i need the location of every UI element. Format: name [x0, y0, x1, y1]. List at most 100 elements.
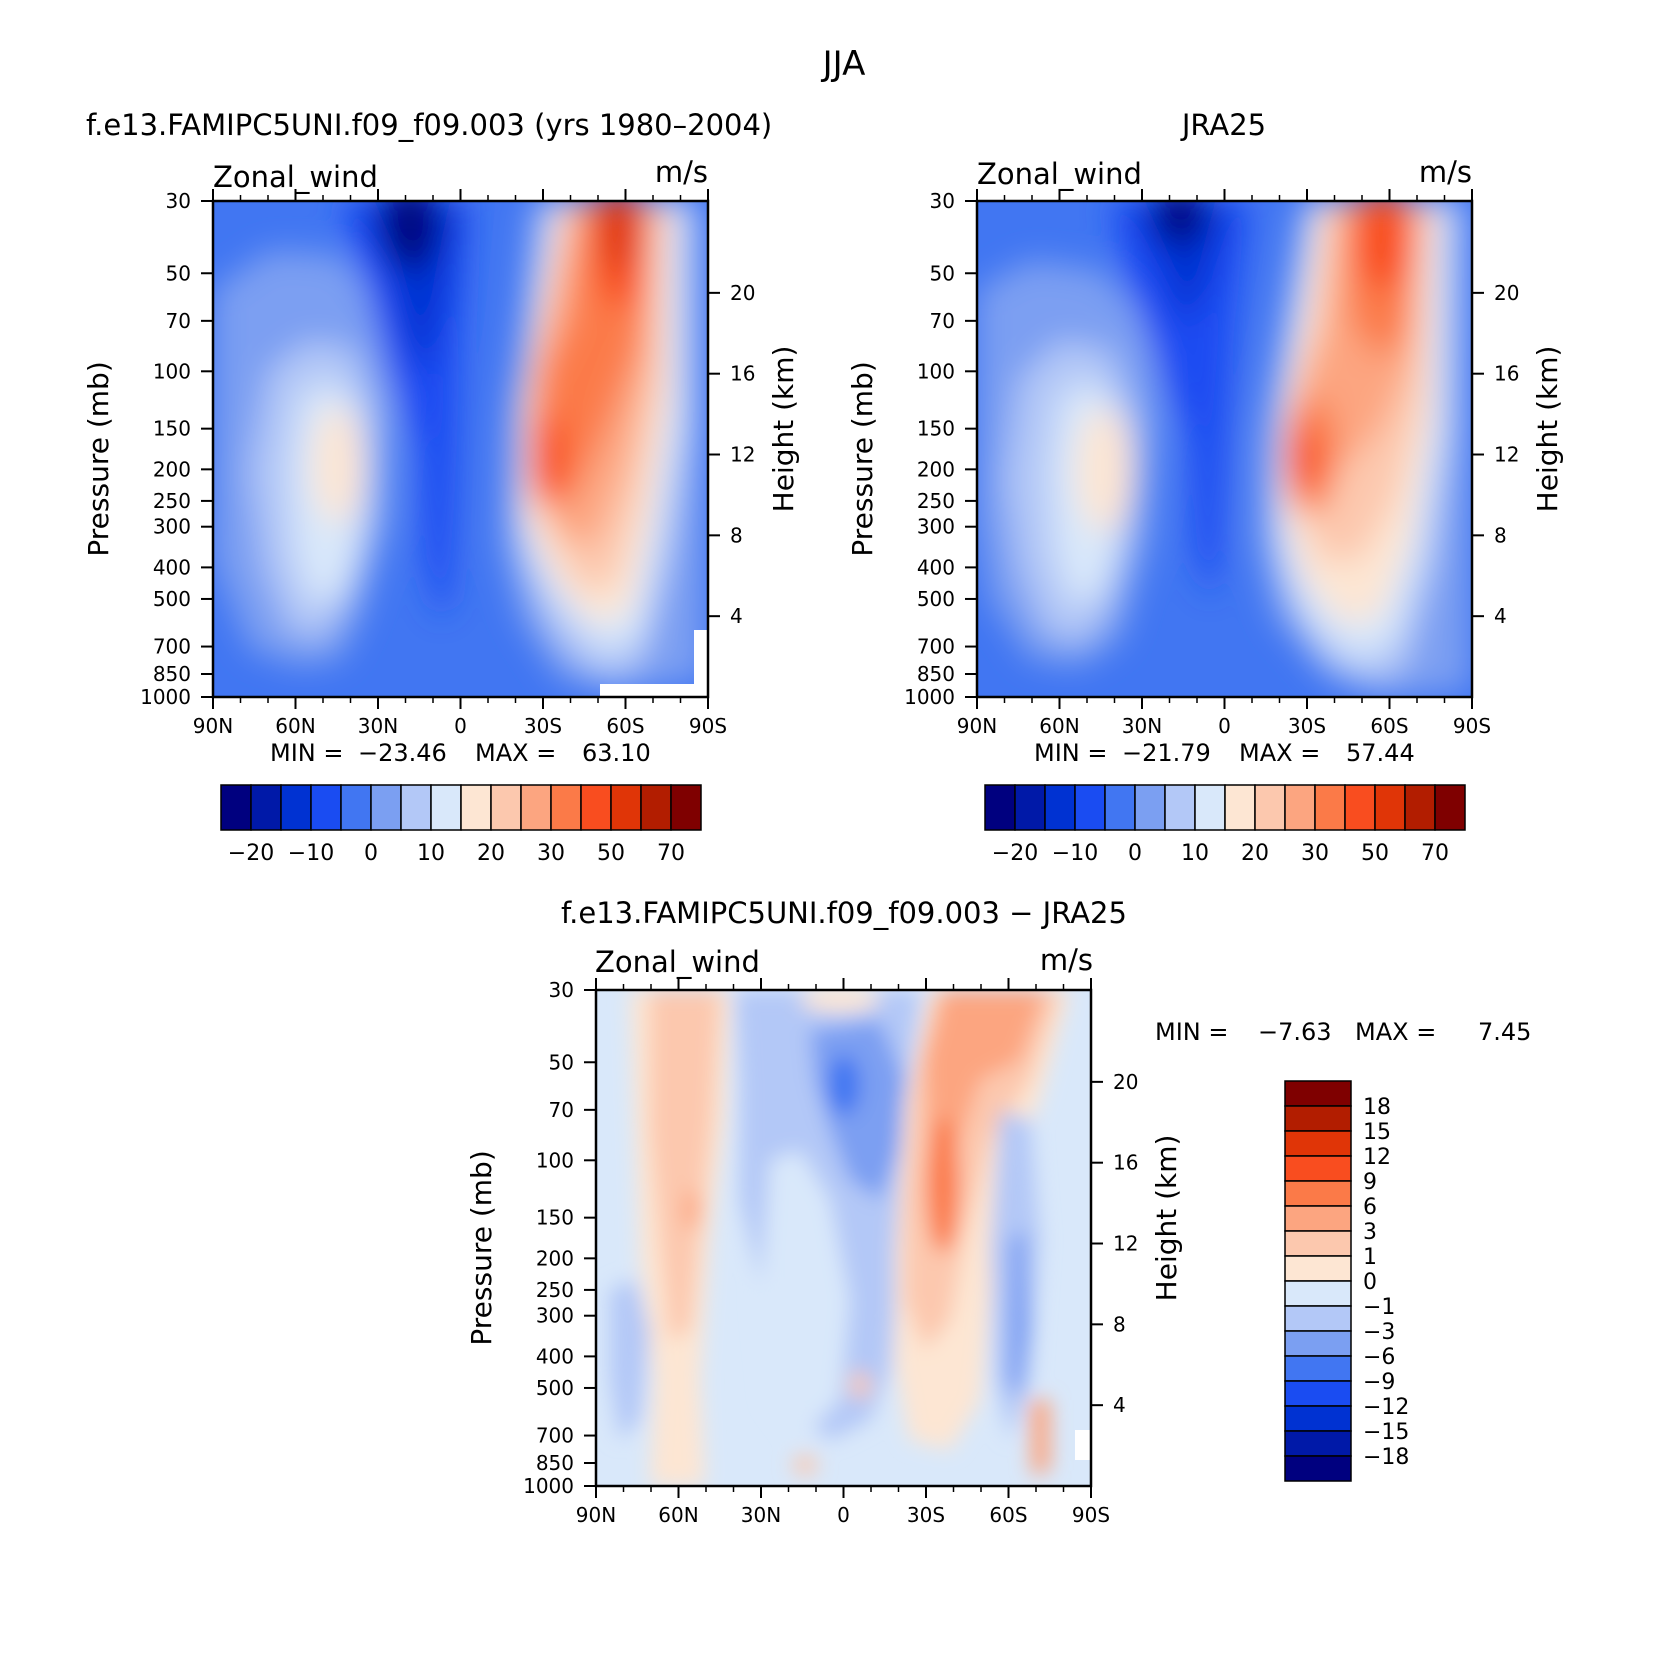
variable-label: Zonal_wind	[595, 945, 760, 979]
colorbar-box	[1374, 784, 1406, 831]
y-tick-label: 100	[917, 359, 955, 383]
min-label: MIN =	[1155, 1018, 1228, 1046]
colorbar-box	[1254, 784, 1286, 831]
colorbar-box	[1074, 784, 1106, 831]
y-tick-label: 250	[536, 1278, 574, 1302]
region-weak-westerly	[1077, 408, 1133, 532]
colorbar-label: −20	[228, 841, 274, 866]
region-positive-band-60n-inner	[650, 990, 720, 1340]
y-tick-label: 30	[930, 189, 955, 213]
colorbar-box	[520, 784, 552, 831]
colorbar-label: 50	[597, 841, 625, 866]
panel-obs: JRA25 Zonal_wind m/s	[846, 108, 1564, 866]
y-tick-label: 300	[917, 515, 955, 539]
x-tick-label: 30N	[741, 1503, 781, 1527]
region-easterly	[1110, 201, 1250, 600]
colorbar-label: 15	[1363, 1120, 1391, 1145]
y-tick-label: 850	[536, 1451, 574, 1475]
y-tick-label: 250	[917, 489, 955, 513]
units-label: m/s	[655, 155, 708, 189]
y2-tick-label: 12	[730, 443, 755, 467]
colorbar-label: 30	[1301, 841, 1329, 866]
colorbar-box	[1284, 1255, 1352, 1282]
y-tick-label: 400	[153, 555, 191, 579]
colorbar-box	[460, 784, 492, 831]
colorbar-label: 50	[1361, 841, 1389, 866]
x-tick-label: 0	[1218, 714, 1231, 738]
x-tick-label: 60N	[658, 1503, 698, 1527]
max-value: 7.45	[1478, 1018, 1531, 1046]
region-jet-core-upper	[1355, 201, 1411, 290]
y-tick-label: 500	[153, 587, 191, 611]
region-easterly-core	[382, 201, 438, 270]
colorbar-box	[1224, 784, 1256, 831]
region-positive-top	[800, 990, 880, 1012]
x-tick-label: 60N	[275, 714, 315, 738]
colorbar: −20 −10 0 10 20 30 50 70	[984, 784, 1466, 866]
colorbar-box	[430, 784, 462, 831]
y-tick-label: 400	[917, 555, 955, 579]
colorbar-box	[1284, 1380, 1352, 1407]
colorbar-label: −9	[1363, 1370, 1395, 1395]
colorbar-label: 30	[537, 841, 565, 866]
y-tick-label: 500	[536, 1376, 574, 1400]
x-tick-label: 60S	[989, 1503, 1027, 1527]
colorbar-box	[370, 784, 402, 831]
region-jet-core-upper	[598, 201, 642, 270]
y-tick-label: 150	[536, 1206, 574, 1230]
y2-tick-label: 8	[1113, 1312, 1126, 1336]
colorbar-box	[670, 784, 702, 831]
colorbar-box	[1404, 784, 1436, 831]
colorbar-box	[1194, 784, 1226, 831]
y2-tick-label: 16	[1113, 1151, 1138, 1175]
colorbar-label: 18	[1363, 1095, 1391, 1120]
y-axis-label: Pressure (mb)	[465, 1150, 498, 1345]
y2-axis-label: Height (km)	[767, 346, 800, 513]
y2-tick-label: 8	[730, 523, 743, 547]
region-near-zero-tropics	[760, 1150, 850, 1440]
y-tick-label: 300	[153, 515, 191, 539]
colorbar-box	[400, 784, 432, 831]
x-tick-label: 60S	[1370, 714, 1408, 738]
colorbar-label: 70	[1421, 841, 1449, 866]
colorbar-box	[1284, 1155, 1352, 1182]
region-positive-surface-spot	[1030, 1400, 1050, 1476]
region-jet-core-lower	[530, 412, 566, 508]
units-label: m/s	[1419, 155, 1472, 189]
max-label: MAX =	[475, 739, 556, 767]
y-tick-label: 50	[930, 261, 955, 285]
y-tick-label: 700	[153, 635, 191, 659]
max-label: MAX =	[1239, 739, 1320, 767]
colorbar-label: 3	[1363, 1220, 1377, 1245]
y-tick-label: 200	[153, 457, 191, 481]
colorbar-label: 10	[417, 841, 445, 866]
y2-tick-label: 4	[1494, 604, 1507, 628]
y-tick-label: 70	[549, 1098, 574, 1122]
colorbar-box	[1284, 1330, 1352, 1357]
y-tick-label: 500	[917, 587, 955, 611]
colorbar-label: −12	[1363, 1395, 1409, 1420]
y2-axis-label: Height (km)	[1531, 346, 1564, 513]
region-weak-westerly	[313, 407, 363, 523]
colorbar-label: 70	[657, 841, 685, 866]
colorbar-box	[640, 784, 672, 831]
y-tick-label: 250	[153, 489, 191, 513]
colorbar-label: −3	[1363, 1320, 1395, 1345]
colorbar-box	[1434, 784, 1466, 831]
colorbar-box	[550, 784, 582, 831]
colorbar-label: 0	[1128, 841, 1142, 866]
colorbar-label: −10	[288, 841, 334, 866]
panel-title: f.e13.FAMIPC5UNI.f09_f09.003 − JRA25	[561, 896, 1127, 930]
x-tick-label: 30S	[524, 714, 562, 738]
max-label: MAX =	[1355, 1018, 1436, 1046]
y-tick-label: 50	[549, 1050, 574, 1074]
colorbar-box	[1164, 784, 1196, 831]
region-positive-small	[793, 1455, 817, 1475]
region-easterly-strong	[360, 201, 460, 380]
y-tick-label: 1000	[523, 1474, 574, 1498]
y-tick-label: 1000	[904, 685, 955, 709]
colorbar-label: −6	[1363, 1345, 1395, 1370]
panel-diff: f.e13.FAMIPC5UNI.f09_f09.003 − JRA25 Zon…	[465, 896, 1531, 1527]
y-tick-label: 700	[917, 635, 955, 659]
x-tick-label: 90S	[689, 714, 727, 738]
